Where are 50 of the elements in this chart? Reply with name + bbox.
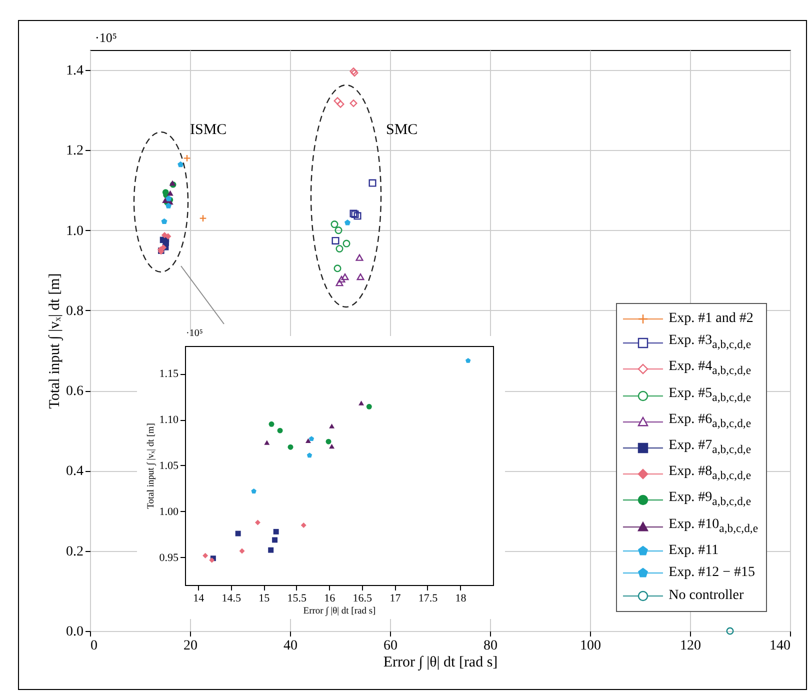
y-tick-label: 0.8 [66, 304, 84, 319]
y-tick-label: 1.2 [66, 144, 84, 159]
legend-label: No controller [668, 586, 744, 605]
annotation: SMC [386, 122, 418, 139]
y-tick-label: 1.15 [159, 368, 179, 380]
x-tick-label: 15.5 [287, 592, 308, 604]
y-tick-label: 1.0 [66, 224, 84, 239]
legend-label: Exp. #10$_{a,b,c,d,e}$ [668, 516, 758, 536]
x-tick-label: 80 [484, 638, 498, 654]
y-tick-label: 0.95 [159, 552, 179, 564]
x-tick-label: 16 [324, 592, 336, 604]
legend-label: Exp. #11 [668, 542, 719, 560]
x-tick-label: 20 [184, 638, 198, 654]
legend-label: Exp. #4$_{a,b,c,d,e}$ [668, 358, 751, 380]
y-tick-label: 0.6 [66, 384, 84, 400]
y-tick-label: 1.10 [159, 414, 179, 426]
legend-label: Exp. #6$_{a,b,c,d,e}$ [668, 410, 751, 432]
legend-label: Exp. #12 − #15 [668, 564, 756, 582]
x-tick-label: 14.5 [222, 592, 242, 604]
x-axis-title: Error ∫ |θ| dt [rad s] [303, 606, 376, 616]
y-tick-label: 1.4 [66, 64, 84, 79]
x-tick-label: 120 [680, 638, 701, 654]
x-tick-label: 140 [770, 638, 790, 654]
y-tick-label: 0.0 [66, 624, 84, 640]
x-tick-label: 15 [258, 592, 270, 604]
x-tick-label: 18 [455, 592, 467, 604]
x-axis-title: Error ∫ |θ| dt [rad s] [383, 654, 498, 672]
x-tick-label: 0 [90, 638, 98, 654]
x-tick-label: 16.5 [352, 592, 373, 604]
y-axis-title: Total input ∫ |vₓ| dt [m] [146, 423, 156, 509]
y-tick-label: 1.05 [159, 460, 179, 472]
x-tick-label: 40 [284, 638, 298, 654]
annotation: ISMC [190, 122, 227, 139]
x-tick-label: 60 [384, 638, 398, 654]
legend-label: Exp. #5$_{a,b,c,d,e}$ [668, 384, 751, 406]
y-tick-label: 1.00 [159, 506, 179, 518]
x-tick-label: 17 [390, 592, 402, 604]
legend-label: Exp. #9$_{a,b,c,d,e}$ [668, 489, 751, 510]
x-tick-label: 17.5 [418, 592, 438, 604]
x-tick-label: 100 [580, 638, 601, 654]
y-tick-label: 0.2 [66, 544, 84, 560]
text: ·10⁵ [95, 30, 117, 46]
y-axis-title: Total input ∫ |vₓ| dt [m] [47, 273, 64, 409]
legend-label: Exp. #3$_{a,b,c,d,e}$ [668, 332, 751, 353]
legend-label: Exp. #7$_{a,b,c,d,e}$ [668, 436, 751, 458]
x-tick-label: 14 [193, 592, 205, 604]
legend-label: Exp. #1 and #2 [668, 310, 754, 328]
annotation: ·10⁵ [186, 328, 203, 339]
legend-label: Exp. #8$_{a,b,c,d,e}$ [668, 463, 751, 484]
y-tick-label: 0.4 [66, 464, 84, 480]
